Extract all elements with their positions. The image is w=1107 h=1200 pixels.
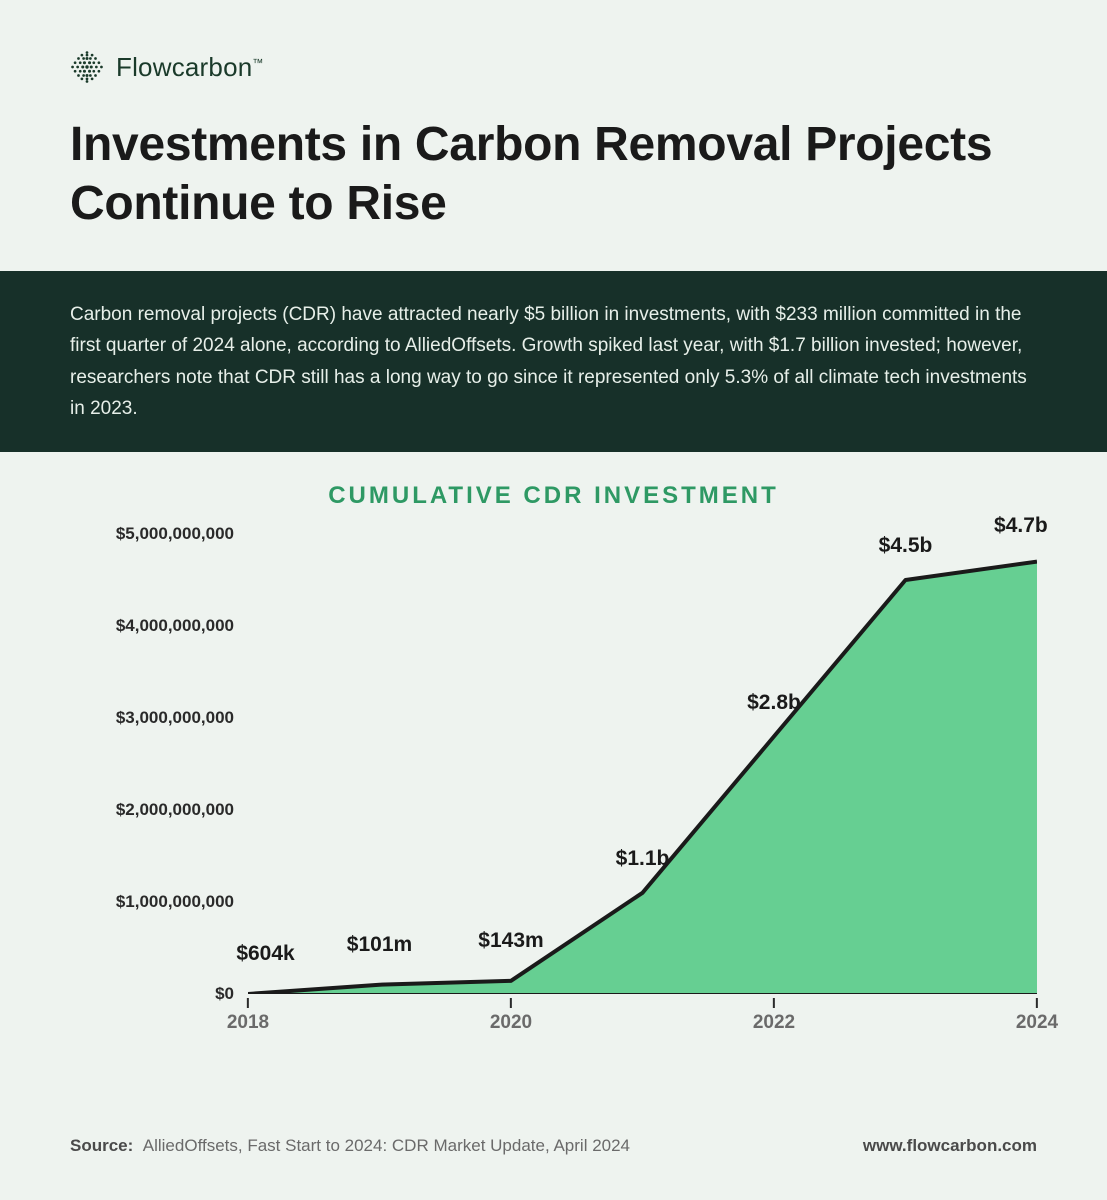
header: Flowcarbon™ Investments in Carbon Remova… <box>0 0 1107 233</box>
chart-region: CUMULATIVE CDR INVESTMENT $0$1,000,000,0… <box>0 452 1107 1034</box>
area-fill <box>248 562 1037 994</box>
data-point-label: $1.1b <box>616 847 670 871</box>
data-point-label: $604k <box>236 942 294 966</box>
y-tick-label: $3,000,000,000 <box>116 708 234 728</box>
x-tick-mark <box>510 998 512 1008</box>
x-tick-label: 2020 <box>490 1012 532 1034</box>
chart: $0$1,000,000,000$2,000,000,000$3,000,000… <box>70 534 1037 1034</box>
y-tick-label: $2,000,000,000 <box>116 800 234 820</box>
brand-tm: ™ <box>252 57 263 69</box>
page-title: Investments in Carbon Removal Projects C… <box>70 116 1037 233</box>
x-axis: 2018202020222024 <box>248 998 1037 1034</box>
x-tick: 2018 <box>227 998 269 1034</box>
x-tick-mark <box>773 998 775 1008</box>
y-tick-label: $4,000,000,000 <box>116 616 234 636</box>
data-point-label: $4.7b <box>994 514 1048 538</box>
brand-name: Flowcarbon™ <box>116 52 264 83</box>
data-point-label: $101m <box>347 933 412 957</box>
logo-dots-icon <box>70 50 104 84</box>
x-tick-label: 2022 <box>753 1012 795 1034</box>
data-point-label: $2.8b <box>747 691 801 715</box>
source-text-value: AlliedOffsets, Fast Start to 2024: CDR M… <box>143 1136 630 1155</box>
y-axis: $0$1,000,000,000$2,000,000,000$3,000,000… <box>70 534 240 994</box>
x-tick-label: 2024 <box>1016 1012 1058 1034</box>
brand-name-text: Flowcarbon <box>116 52 252 82</box>
x-tick-label: 2018 <box>227 1012 269 1034</box>
x-tick-mark <box>247 998 249 1008</box>
source: Source: AlliedOffsets, Fast Start to 202… <box>70 1136 630 1156</box>
data-point-label: $4.5b <box>879 534 933 558</box>
x-tick-mark <box>1036 998 1038 1008</box>
chart-title: CUMULATIVE CDR INVESTMENT <box>70 482 1037 510</box>
y-tick-label: $5,000,000,000 <box>116 524 234 544</box>
source-label: Source: <box>70 1136 133 1155</box>
brand-logo: Flowcarbon™ <box>70 50 1037 84</box>
data-point-label: $143m <box>478 929 543 953</box>
plot-area: $604k$101m$143m$1.1b$2.8b$4.5b$4.7b <box>248 534 1037 994</box>
y-tick-label: $1,000,000,000 <box>116 892 234 912</box>
area-chart-svg <box>248 534 1037 994</box>
page-root: Flowcarbon™ Investments in Carbon Remova… <box>0 0 1107 1200</box>
x-tick: 2022 <box>753 998 795 1034</box>
x-tick: 2024 <box>1016 998 1058 1034</box>
footer: Source: AlliedOffsets, Fast Start to 202… <box>70 1136 1037 1156</box>
site-url: www.flowcarbon.com <box>863 1136 1037 1156</box>
x-tick: 2020 <box>490 998 532 1034</box>
summary-banner: Carbon removal projects (CDR) have attra… <box>0 271 1107 452</box>
